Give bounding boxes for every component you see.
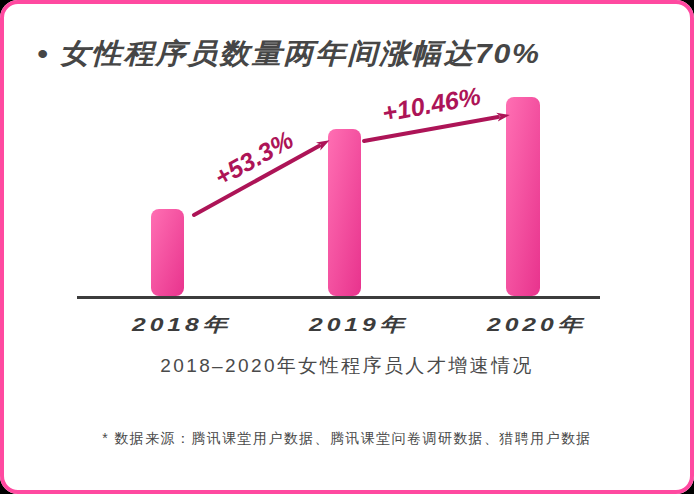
svg-text:+10.46%: +10.46% <box>380 81 483 126</box>
